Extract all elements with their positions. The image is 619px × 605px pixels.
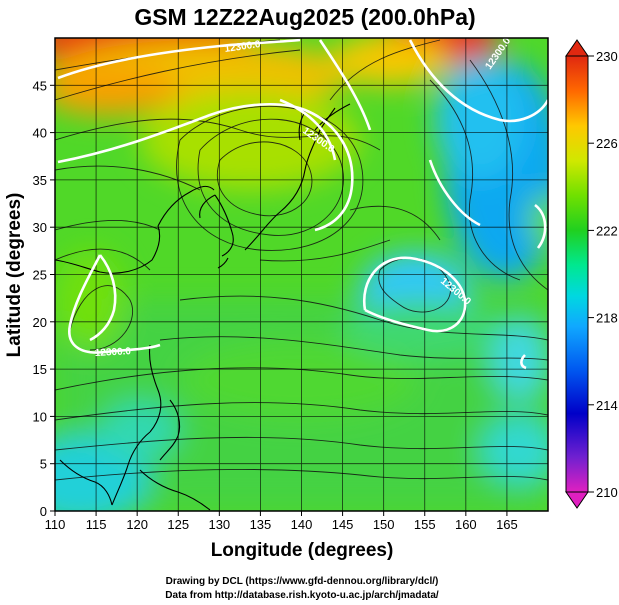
x-tick-label: 135 (250, 517, 272, 532)
x-tick-label: 155 (414, 517, 436, 532)
chart-title: GSM 12Z22Aug2025 (200.0hPa) (134, 4, 475, 30)
x-tick-label: 140 (291, 517, 313, 532)
colorbar-tick-label: 214 (596, 398, 618, 413)
colorbar-top-arrow (565, 39, 589, 57)
grid (55, 38, 548, 511)
colorbar-tick-label: 218 (596, 311, 618, 326)
y-axis: 0 5 10 15 20 25 30 35 40 45 (33, 78, 55, 519)
streamlines (55, 39, 548, 481)
y-tick-label: 25 (33, 268, 47, 283)
credit-drawing: Drawing by DCL (https://www.gfd-dennou.o… (166, 576, 439, 587)
height-contours (57, 38, 548, 370)
y-tick-label: 5 (40, 457, 47, 472)
contour-label: 12300.0 (95, 346, 132, 359)
y-tick-label: 15 (33, 362, 47, 377)
x-axis: 110 115 120 125 130 135 140 145 150 155 160 165 (45, 511, 518, 532)
x-tick-label: 160 (455, 517, 477, 532)
x-axis-label: Longitude (degrees) (211, 540, 394, 561)
colorbar-tick-label: 210 (596, 485, 618, 500)
y-tick-label: 10 (33, 409, 47, 424)
plot-area: 12300.0 12300.0 12300.0 12300.0 12300.0 (55, 38, 548, 511)
y-tick-label: 45 (33, 78, 47, 93)
colorbar-tick-label: 222 (596, 223, 618, 238)
x-tick-label: 115 (86, 517, 107, 532)
y-axis-label: Latitude (degrees) (4, 193, 25, 358)
x-tick-label: 145 (332, 517, 354, 532)
y-tick-label: 20 (33, 315, 47, 330)
colorbar-bar (565, 55, 589, 493)
colorbar-tick-label: 226 (596, 136, 618, 151)
y-tick-label: 35 (33, 173, 47, 188)
x-tick-label: 150 (373, 517, 395, 532)
x-tick-label: 120 (126, 517, 148, 532)
colorbar-ticks: 210 214 218 222 226 230 (588, 49, 618, 500)
contour-label: 12300.0 (224, 39, 262, 55)
y-tick-label: 30 (33, 220, 47, 235)
x-tick-label: 125 (167, 517, 189, 532)
colorbar: 210 214 218 222 226 230 (565, 39, 618, 509)
x-tick-label: 130 (208, 517, 230, 532)
x-tick-label: 110 (45, 517, 66, 532)
y-tick-label: 40 (33, 126, 47, 141)
x-tick-label: 165 (496, 517, 518, 532)
credit-data-source: Data from http://database.rish.kyoto-u.a… (165, 590, 439, 601)
colorbar-tick-label: 230 (596, 49, 618, 64)
colorbar-bottom-arrow (565, 491, 589, 509)
y-tick-label: 0 (40, 504, 47, 519)
